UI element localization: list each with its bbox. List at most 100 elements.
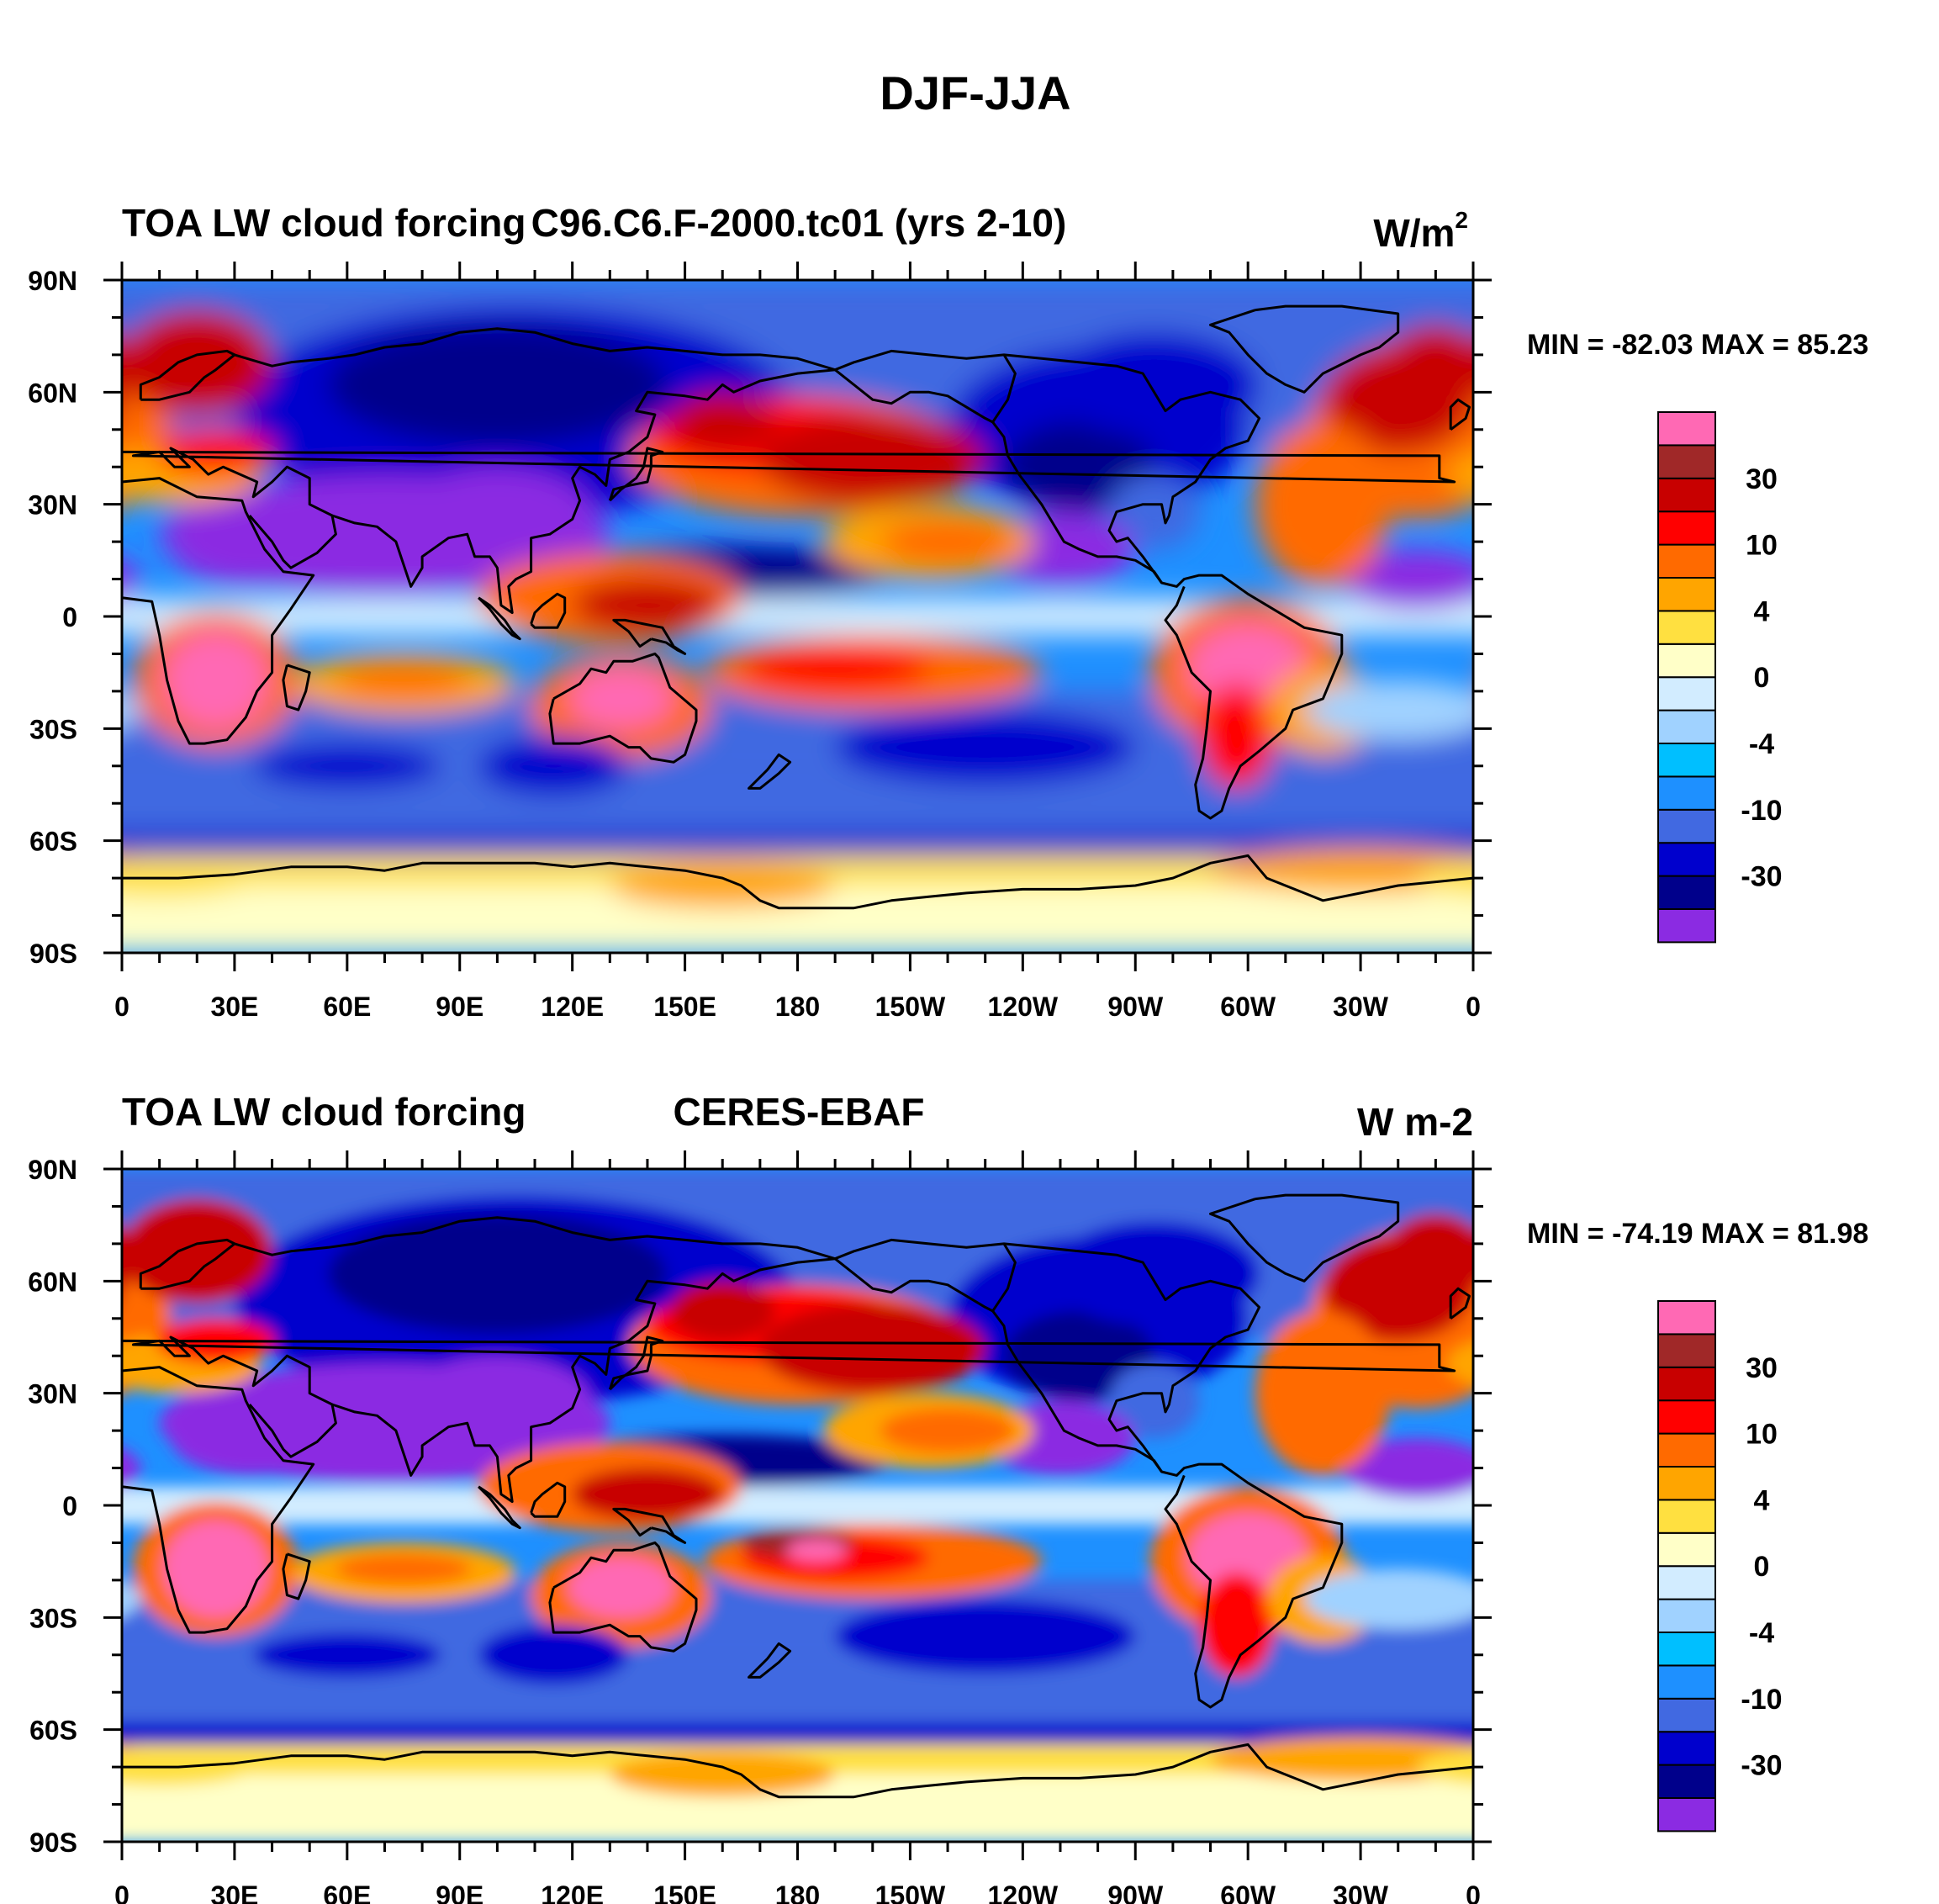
panel-units: W m-2 — [1357, 1100, 1473, 1144]
colorbar-swatch — [1657, 1598, 1716, 1633]
field-layer — [122, 280, 1939, 953]
field-blob — [669, 1281, 775, 1341]
x-tick-label: 180 — [775, 992, 820, 1022]
colorbar-label: -4 — [1749, 1617, 1774, 1649]
x-tick-label: 90W — [1107, 992, 1164, 1022]
colorbar-swatch — [1657, 1565, 1716, 1600]
field-blob — [568, 669, 674, 729]
field-blob — [1924, 1468, 1939, 1521]
coastline — [834, 1257, 994, 1313]
colorbar-swatch — [1657, 743, 1716, 778]
field-blob — [1883, 653, 1939, 758]
coastline — [748, 753, 792, 790]
field-blob — [403, 1356, 591, 1446]
y-tick-label: 30N — [28, 490, 77, 521]
field-blob — [1507, 430, 1627, 474]
y-tick-label: 90N — [28, 266, 77, 296]
coastline — [234, 327, 836, 372]
field-blob — [759, 1304, 985, 1394]
field-blob — [171, 1400, 336, 1476]
x-tick-label: 120E — [541, 1880, 604, 1904]
colorbar-swatch — [1657, 477, 1716, 513]
field-blob — [1199, 1573, 1275, 1678]
field-blob — [122, 1448, 141, 1489]
coastlines — [122, 1193, 1473, 1799]
panel-center-title: C96.C6.F-2000.tc01 (yrs 2-10) — [531, 201, 1067, 245]
field-blob — [1049, 1221, 1260, 1326]
colorbar-swatch — [1657, 676, 1716, 711]
coastline — [612, 1507, 687, 1544]
field-blob — [171, 511, 336, 587]
field-blob — [122, 691, 141, 728]
field-band — [122, 1169, 1473, 1207]
coastline — [122, 854, 1473, 910]
y-tick-label: 90S — [29, 939, 77, 969]
coastline — [1449, 398, 1471, 431]
field-blob — [1473, 1199, 1624, 1304]
colorbar-label: -4 — [1749, 728, 1774, 760]
field-blob — [1830, 553, 1939, 643]
x-tick-label: 30E — [210, 992, 258, 1022]
y-tick-label: 90N — [28, 1155, 77, 1185]
field-blob — [1755, 1356, 1939, 1446]
colorbar-label: 10 — [1746, 1419, 1778, 1451]
colorbar-swatch — [1657, 1764, 1716, 1800]
field-blob — [478, 736, 629, 796]
field-blob — [572, 579, 723, 632]
units-superscript: 2 — [1455, 207, 1468, 233]
coastline — [530, 1481, 567, 1518]
field-blob — [1004, 1310, 1154, 1401]
panel-left-title: TOA LW cloud forcing — [122, 201, 526, 245]
coastline — [548, 652, 698, 764]
y-tick-label: 60N — [28, 1267, 77, 1297]
coastline — [1209, 304, 1400, 394]
x-tick-label: 60W — [1220, 992, 1276, 1022]
field-blob — [1304, 1568, 1473, 1629]
x-tick-label: 150E — [653, 1880, 716, 1904]
field-blob — [1830, 736, 1939, 796]
coastline — [1209, 1193, 1400, 1283]
y-tick-label: 60N — [28, 378, 77, 408]
field-blob — [568, 1558, 674, 1618]
map-panel-1: 0 30E 60E 90E 120E 150E 180 150W 120W 90W 60W 30W 0 9… — [28, 201, 1939, 1022]
field-blob — [1905, 546, 1939, 598]
field-blob — [335, 1553, 472, 1584]
field-blob — [1484, 1502, 1649, 1637]
colorbar-swatch — [1657, 1632, 1716, 1667]
field-blob — [253, 743, 441, 789]
y-tick-label: 0 — [62, 602, 77, 632]
x-tick-label: 120W — [988, 992, 1059, 1022]
x-tick-label: 150E — [653, 992, 716, 1022]
field-blob — [572, 1468, 723, 1521]
field-blob — [1511, 474, 1939, 594]
axis-ticks — [103, 1150, 1492, 1860]
coastline — [122, 1366, 315, 1634]
coastline — [122, 477, 315, 745]
coastline — [139, 349, 236, 401]
field-blob — [1049, 332, 1260, 437]
field-blob — [122, 309, 272, 415]
colorbar-swatch — [1657, 610, 1716, 645]
coastline — [122, 447, 1456, 569]
field-blob — [478, 1625, 629, 1685]
panel-min-max: MIN = -74.19 MAX = 81.98 — [1527, 1218, 1868, 1250]
panel-left-title: TOA LW cloud forcing — [122, 1090, 526, 1134]
field-blob — [1004, 421, 1154, 512]
field-blob — [163, 631, 269, 729]
y-tick-label: 30N — [28, 1379, 77, 1409]
coastline — [122, 1335, 1456, 1458]
field-blob — [1199, 684, 1275, 789]
colorbar-label: 4 — [1754, 595, 1770, 627]
field-blob — [328, 1214, 667, 1334]
colorbar-swatch — [1657, 1531, 1716, 1568]
field-layer — [122, 1169, 1939, 1842]
colorbar-swatch — [1657, 1797, 1716, 1833]
field-blob — [786, 1539, 847, 1562]
field-blob — [835, 710, 1136, 785]
x-tick-label: 0 — [114, 992, 129, 1022]
coastline — [991, 1243, 1163, 1473]
coastline — [282, 1552, 311, 1600]
field-blob — [1255, 421, 1391, 587]
colorbar-swatch — [1657, 577, 1716, 612]
x-tick-label: 0 — [1466, 1880, 1481, 1904]
